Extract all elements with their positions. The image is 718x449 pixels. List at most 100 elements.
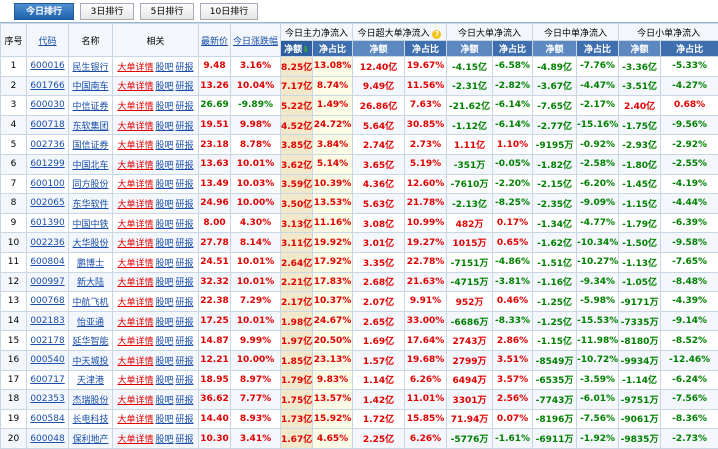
link-bigorder-detail[interactable]: 大单详情 xyxy=(117,376,153,386)
stock-code[interactable]: 601390 xyxy=(27,213,69,233)
link-guba[interactable]: 股吧 xyxy=(155,141,173,151)
link-report[interactable]: 研报 xyxy=(176,102,194,112)
stock-name[interactable]: 新大陆 xyxy=(69,272,113,292)
link-report[interactable]: 研报 xyxy=(176,82,194,92)
link-report[interactable]: 研报 xyxy=(176,180,194,190)
stock-code[interactable]: 000540 xyxy=(27,350,69,370)
stock-name[interactable]: 鹏博士 xyxy=(69,252,113,272)
sort-mid-net[interactable]: 净额 xyxy=(533,41,577,57)
stock-code[interactable]: 601766 xyxy=(27,76,69,96)
link-report[interactable]: 研报 xyxy=(176,161,194,171)
header-price[interactable]: 最新价 xyxy=(199,24,231,57)
stock-name[interactable]: 延华智能 xyxy=(69,331,113,351)
header-change[interactable]: 今日涨跌幅 xyxy=(231,24,281,57)
link-guba[interactable]: 股吧 xyxy=(155,298,173,308)
link-guba[interactable]: 股吧 xyxy=(155,415,173,425)
stock-code[interactable]: 600048 xyxy=(27,429,69,449)
stock-code[interactable]: 002183 xyxy=(27,311,69,331)
stock-name[interactable]: 东软集团 xyxy=(69,115,113,135)
stock-name[interactable]: 长电科技 xyxy=(69,409,113,429)
stock-name[interactable]: 中国中铁 xyxy=(69,213,113,233)
link-bigorder-detail[interactable]: 大单详情 xyxy=(117,337,153,347)
stock-name[interactable]: 中信证券 xyxy=(69,96,113,116)
link-guba[interactable]: 股吧 xyxy=(155,102,173,112)
link-bigorder-detail[interactable]: 大单详情 xyxy=(117,435,153,445)
stock-code[interactable]: 601299 xyxy=(27,154,69,174)
link-bigorder-detail[interactable]: 大单详情 xyxy=(117,102,153,112)
link-report[interactable]: 研报 xyxy=(176,415,194,425)
stock-name[interactable]: 同方股份 xyxy=(69,174,113,194)
stock-code[interactable]: 002178 xyxy=(27,331,69,351)
link-report[interactable]: 研报 xyxy=(176,278,194,288)
link-bigorder-detail[interactable]: 大单详情 xyxy=(117,63,153,73)
help-icon[interactable]: ? xyxy=(432,30,441,39)
stock-name[interactable]: 中国北车 xyxy=(69,154,113,174)
stock-code[interactable]: 002736 xyxy=(27,135,69,155)
link-report[interactable]: 研报 xyxy=(176,396,194,406)
link-guba[interactable]: 股吧 xyxy=(155,259,173,269)
link-guba[interactable]: 股吧 xyxy=(155,180,173,190)
link-report[interactable]: 研报 xyxy=(176,122,194,132)
stock-name[interactable]: 东华软件 xyxy=(69,194,113,214)
stock-code[interactable]: 002353 xyxy=(27,390,69,410)
link-guba[interactable]: 股吧 xyxy=(155,82,173,92)
link-bigorder-detail[interactable]: 大单详情 xyxy=(117,396,153,406)
stock-name[interactable]: 天津港 xyxy=(69,370,113,390)
tab-10day[interactable]: 10日排行 xyxy=(200,3,258,20)
link-report[interactable]: 研报 xyxy=(176,259,194,269)
link-bigorder-detail[interactable]: 大单详情 xyxy=(117,180,153,190)
sort-big-net[interactable]: 净额 xyxy=(447,41,493,57)
stock-name[interactable]: 保利地产 xyxy=(69,429,113,449)
link-guba[interactable]: 股吧 xyxy=(155,122,173,132)
link-guba[interactable]: 股吧 xyxy=(155,220,173,230)
stock-code[interactable]: 002065 xyxy=(27,194,69,214)
link-guba[interactable]: 股吧 xyxy=(155,376,173,386)
stock-name[interactable]: 中国南车 xyxy=(69,76,113,96)
link-bigorder-detail[interactable]: 大单详情 xyxy=(117,82,153,92)
stock-code[interactable]: 600016 xyxy=(27,57,69,77)
stock-code[interactable]: 000997 xyxy=(27,272,69,292)
link-report[interactable]: 研报 xyxy=(176,298,194,308)
sort-main-net[interactable]: 净额⬇ xyxy=(281,41,313,57)
link-bigorder-detail[interactable]: 大单详情 xyxy=(117,278,153,288)
tab-5day[interactable]: 5日排行 xyxy=(140,3,194,20)
stock-code[interactable]: 600030 xyxy=(27,96,69,116)
link-bigorder-detail[interactable]: 大单详情 xyxy=(117,415,153,425)
link-bigorder-detail[interactable]: 大单详情 xyxy=(117,161,153,171)
sort-small-pct[interactable]: 净占比 xyxy=(661,41,718,57)
stock-name[interactable]: 怡亚通 xyxy=(69,311,113,331)
link-guba[interactable]: 股吧 xyxy=(155,357,173,367)
link-report[interactable]: 研报 xyxy=(176,141,194,151)
sort-small-net[interactable]: 净额 xyxy=(619,41,661,57)
link-bigorder-detail[interactable]: 大单详情 xyxy=(117,298,153,308)
link-bigorder-detail[interactable]: 大单详情 xyxy=(117,200,153,210)
link-guba[interactable]: 股吧 xyxy=(155,200,173,210)
link-bigorder-detail[interactable]: 大单详情 xyxy=(117,318,153,328)
sort-main-pct[interactable]: 净占比 xyxy=(313,41,353,57)
link-report[interactable]: 研报 xyxy=(176,318,194,328)
stock-code[interactable]: 600718 xyxy=(27,115,69,135)
link-guba[interactable]: 股吧 xyxy=(155,337,173,347)
link-guba[interactable]: 股吧 xyxy=(155,318,173,328)
stock-name[interactable]: 民生银行 xyxy=(69,57,113,77)
link-guba[interactable]: 股吧 xyxy=(155,63,173,73)
link-report[interactable]: 研报 xyxy=(176,239,194,249)
link-guba[interactable]: 股吧 xyxy=(155,161,173,171)
header-code[interactable]: 代码 xyxy=(27,24,69,57)
stock-name[interactable]: 大华股份 xyxy=(69,233,113,253)
